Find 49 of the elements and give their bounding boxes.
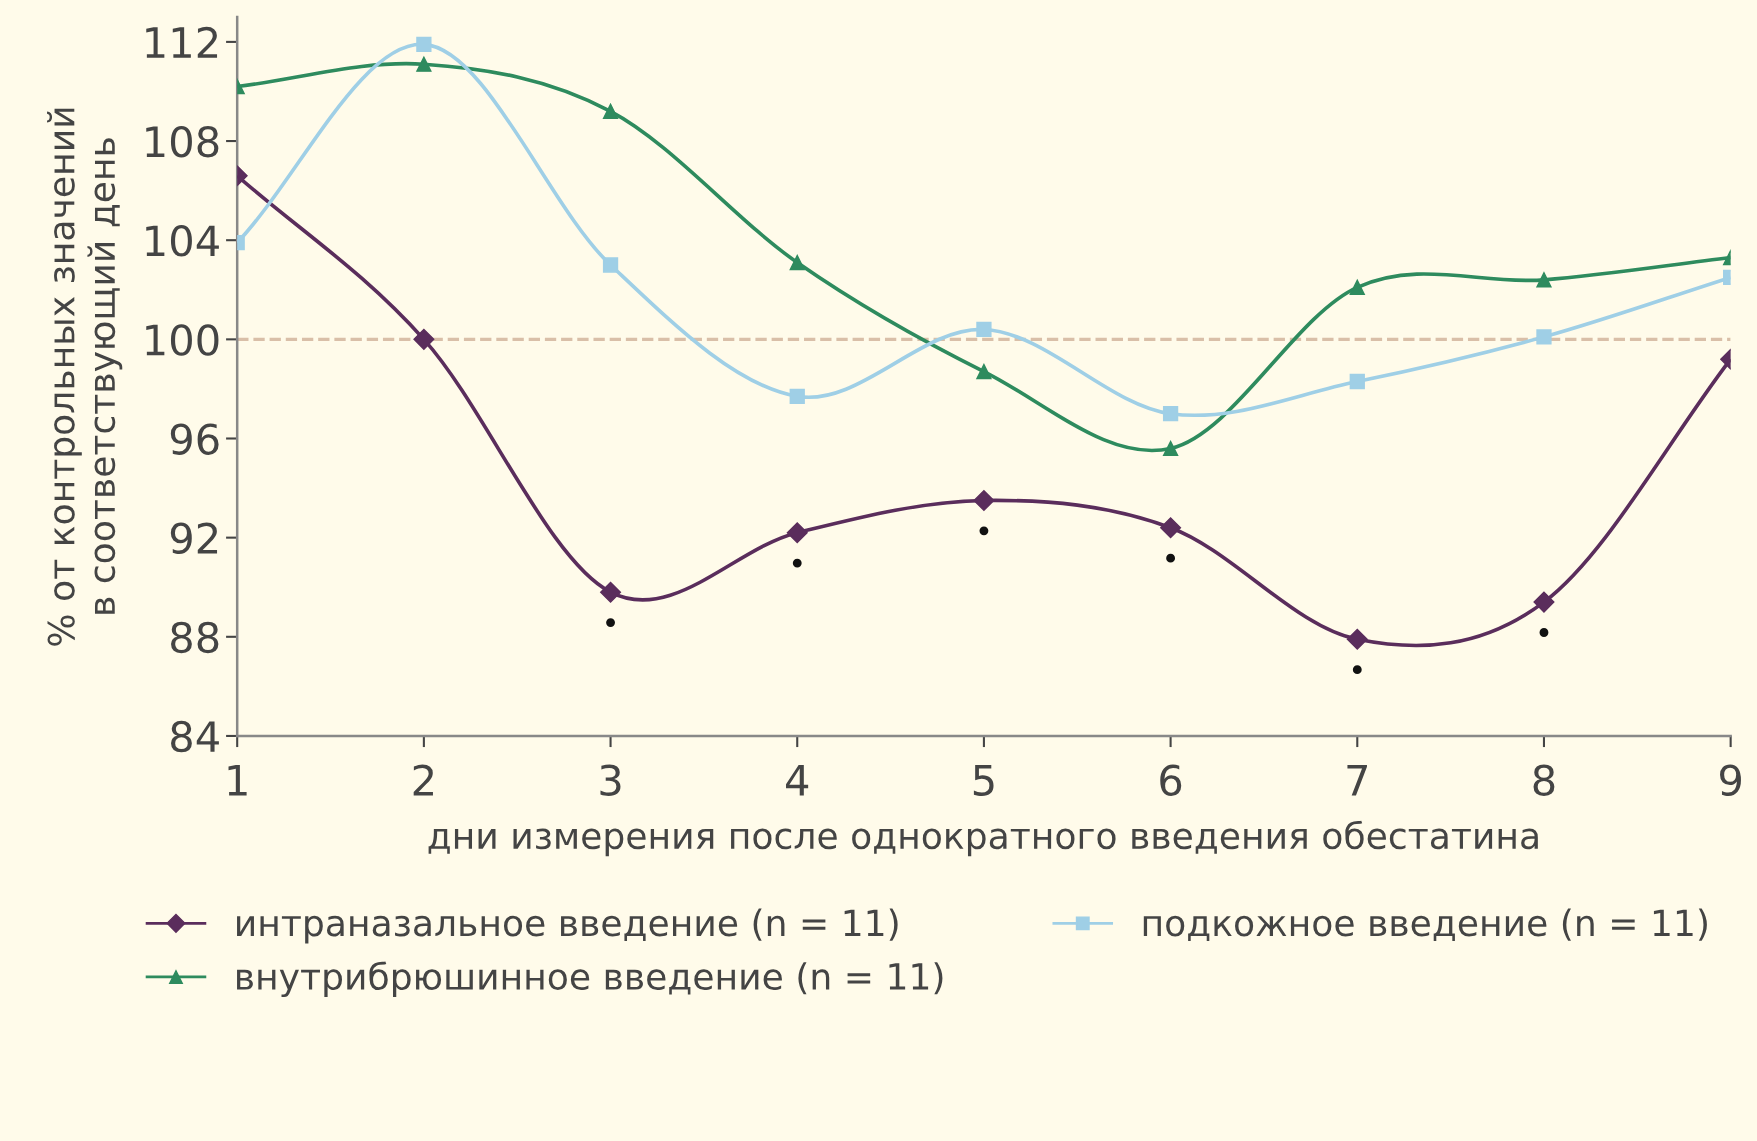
legend-label: подкожное введение (n = 11) (1143, 908, 1707, 941)
point (1162, 406, 1179, 422)
annotation: • (979, 526, 989, 536)
x-tick-label: 1 (228, 765, 247, 796)
point (1533, 591, 1555, 613)
point (416, 36, 432, 53)
point (789, 254, 805, 271)
point (1349, 279, 1365, 295)
y-tick-label: 112 (146, 26, 218, 58)
x-tick-label: 2 (413, 764, 433, 796)
point (1346, 628, 1368, 650)
point (1536, 272, 1552, 288)
x-tick-label: 8 (1533, 764, 1555, 796)
x-tick-label: 9 (1720, 764, 1741, 796)
x-tick-label: 7 (1347, 765, 1367, 796)
point (1162, 440, 1179, 457)
point (602, 257, 619, 273)
x-tick-label: 4 (786, 765, 809, 796)
annotation: • (792, 558, 802, 568)
y-tick-label: 96 (170, 423, 219, 455)
point (1349, 373, 1365, 390)
point (416, 56, 432, 72)
y-tick-label: 88 (171, 621, 219, 654)
annotation: • (1166, 553, 1176, 563)
point (602, 103, 619, 119)
y-tick-label: 92 (170, 522, 218, 555)
point (600, 581, 622, 603)
point (976, 321, 992, 338)
annotation: • (1352, 665, 1362, 675)
y-tick-label: 84 (171, 720, 219, 753)
annotation: • (1539, 628, 1549, 637)
annotation: • (606, 618, 615, 628)
legend-label: внутрибрюшинное введение (n = 11) (237, 961, 943, 998)
y-tick-label: 108 (146, 125, 219, 158)
point (786, 522, 808, 544)
y-axis-title: % от контрольных значений в соответствующий день (47, 108, 123, 646)
point (789, 388, 805, 404)
y-tick-label: 100 (146, 324, 219, 356)
point (1536, 329, 1552, 345)
x-tick-label: 5 (973, 765, 994, 796)
point (413, 328, 435, 350)
legend-label: интраназальное введение (n = 11) (237, 908, 898, 944)
x-tick-label: 6 (1160, 764, 1182, 796)
point (1160, 517, 1182, 539)
point (976, 363, 992, 380)
y-tick-label: 104 (146, 225, 219, 257)
x-tick-label: 3 (600, 764, 621, 796)
point (973, 489, 995, 511)
x-axis-title: дни измерения после однократного введения обестатина (428, 820, 1538, 857)
